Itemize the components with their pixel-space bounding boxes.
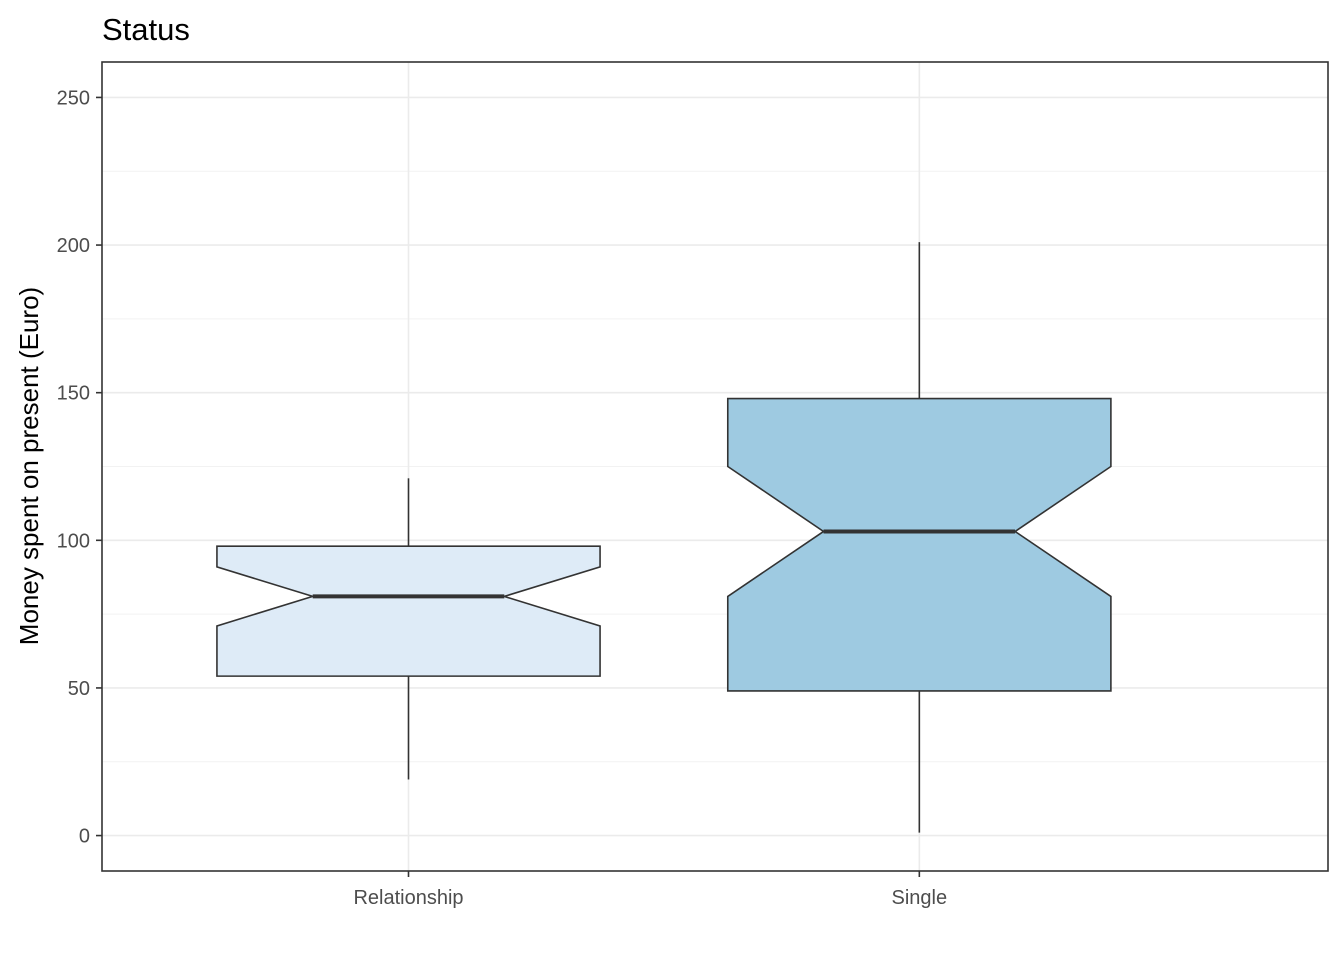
y-tick-label: 200 <box>57 235 90 257</box>
boxes <box>216 242 1112 833</box>
x-tick-label: Relationship <box>353 887 463 909</box>
y-tick-label: 250 <box>57 87 90 109</box>
y-tick-label: 100 <box>57 530 90 552</box>
y-tick-label: 0 <box>79 826 90 848</box>
y-axis: 0 50 100 150 200 250 <box>57 87 102 848</box>
panel-border <box>101 61 1329 872</box>
x-tick-label: Single <box>892 887 948 909</box>
box-body <box>216 545 601 677</box>
grid <box>102 62 1328 871</box>
chart-title: Status <box>102 12 190 47</box>
y-tick-label: 150 <box>57 383 90 405</box>
y-tick-label: 50 <box>68 678 90 700</box>
x-axis: Relationship Single <box>353 871 947 909</box>
y-axis-label: Money spent on present (Euro) <box>14 287 44 645</box>
box-body <box>726 397 1112 692</box>
